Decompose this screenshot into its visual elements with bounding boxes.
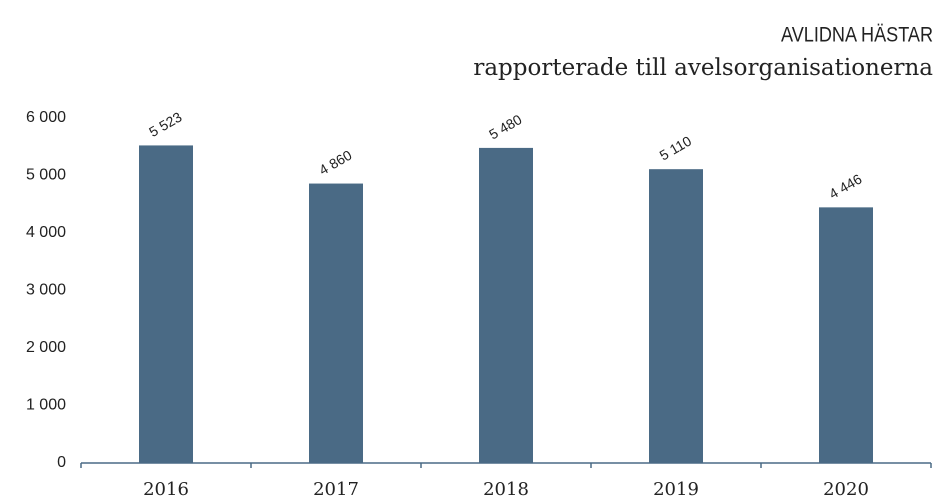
y-tick-label: 2 000 xyxy=(26,339,66,356)
bar xyxy=(309,183,363,464)
bar xyxy=(649,169,703,464)
chart-title: AVLIDNA HÄSTAR xyxy=(781,24,933,47)
x-tick-label: 2016 xyxy=(143,479,189,500)
bar xyxy=(819,207,873,463)
y-tick-label: 4 000 xyxy=(26,224,66,241)
y-tick-label: 1 000 xyxy=(26,397,66,414)
value-label: 5 110 xyxy=(657,133,695,164)
bar xyxy=(479,147,533,463)
x-tick-label: 2017 xyxy=(313,479,359,500)
x-tick-label: 2019 xyxy=(653,479,699,500)
x-tick-label: 2020 xyxy=(823,479,869,500)
y-tick-label: 3 000 xyxy=(26,282,66,299)
y-tick-label: 6 000 xyxy=(26,109,66,126)
value-label: 4 860 xyxy=(316,147,355,178)
x-tick-label: 2018 xyxy=(483,479,529,500)
chart-subtitle: rapporterade till avelsorganisationerna xyxy=(473,55,933,81)
y-tick-label: 5 000 xyxy=(26,167,66,184)
value-label: 4 446 xyxy=(826,170,865,201)
value-label: 5 523 xyxy=(146,109,185,140)
value-label: 5 480 xyxy=(486,111,525,142)
bar xyxy=(139,145,193,464)
y-tick-label: 0 xyxy=(57,454,66,471)
